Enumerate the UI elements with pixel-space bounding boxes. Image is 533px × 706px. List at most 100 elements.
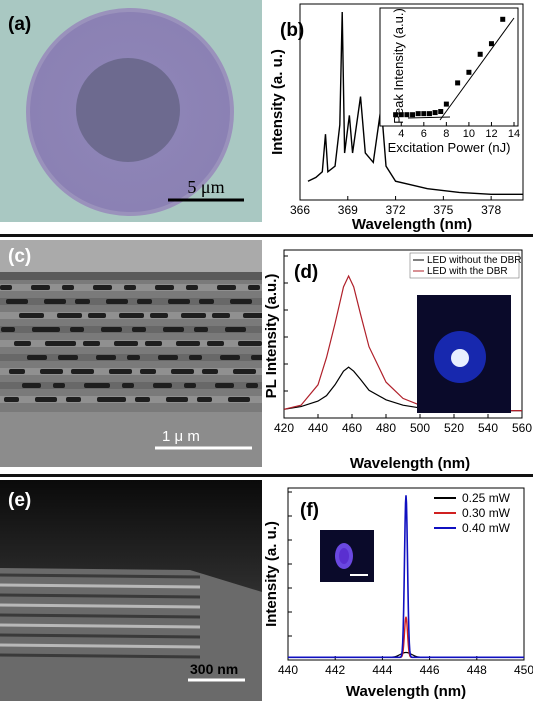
inset-point-b: [500, 16, 506, 22]
sem-c-pore: [124, 285, 136, 290]
sem-c-pore: [194, 327, 208, 332]
sem-c-pore: [31, 285, 50, 290]
sem-c-pore: [14, 341, 31, 346]
f-x-tick-label: 442: [325, 663, 345, 677]
legend-f-item-1: 0.30 mW: [462, 506, 511, 520]
sem-c-pore: [251, 355, 264, 360]
panel-label-a: (a): [8, 14, 31, 35]
panel-a-image: 5 μm (a): [0, 0, 262, 222]
sem-c-pore: [135, 397, 150, 402]
b-inset-tick-label: 10: [463, 128, 475, 140]
sem-c-pore: [158, 355, 178, 360]
b-x-tick-label: 372: [386, 203, 406, 217]
sem-e-layer: [0, 623, 201, 629]
sem-c-pore: [140, 369, 156, 374]
sem-c-pore: [202, 369, 218, 374]
x-ticks-b: 366 369 372 375 378: [290, 196, 501, 217]
sem-c-pore: [176, 341, 200, 346]
sem-c-pore: [122, 383, 134, 388]
sem-e-layer: [0, 653, 201, 659]
sem-e-layer: [0, 613, 201, 619]
microdisk-inner: [76, 58, 180, 162]
sem-c-pore: [230, 299, 252, 304]
sem-c-pore: [58, 355, 71, 360]
sem-c-pore: [4, 397, 19, 402]
sem-c-pore: [88, 313, 106, 318]
sem-c-pore: [243, 313, 268, 318]
sem-c-pore: [119, 313, 144, 318]
x-axis-title-d: Wavelength (nm): [350, 455, 470, 472]
scale-bar-e-label: 300 nm: [190, 661, 238, 677]
sem-c-pore: [212, 313, 230, 318]
panel-label-e: (e): [8, 490, 31, 511]
led-emission-spot: [451, 349, 469, 367]
sem-c-pore: [57, 313, 82, 318]
sem-c-pore: [62, 285, 74, 290]
legend-d: [409, 252, 520, 279]
legend-d-item-0: LED without the DBR: [427, 255, 522, 266]
b-inset-tick-label: 4: [398, 128, 404, 140]
f-x-tick-label: 446: [420, 663, 440, 677]
inset-point-b: [404, 112, 410, 118]
sem-c-pore: [132, 327, 146, 332]
sem-c-pore: [233, 369, 256, 374]
b-inset-tick-label: 6: [421, 128, 427, 140]
inset-point-b: [455, 80, 461, 86]
inset-point-b: [393, 112, 399, 118]
d-x-tick-label: 480: [376, 421, 396, 435]
inset-fit-high: [439, 17, 515, 121]
inset-x-ticks-b: 4 6 8 10 12 14: [398, 122, 520, 140]
sem-c-pore: [150, 313, 168, 318]
inset-point-b: [415, 111, 421, 117]
b-x-tick-label: 369: [338, 203, 358, 217]
chart-d: (d) 420 440 460 480 500 520 540 560 LED without…: [263, 249, 532, 472]
sem-c-pore: [184, 383, 196, 388]
y-axis-title-d: PL Intensity (a.u.): [263, 274, 280, 399]
sem-e-layers: [0, 573, 201, 659]
sem-c-pore: [27, 355, 47, 360]
inset-y-title-b: Peak Intensity (a.u.): [391, 8, 406, 124]
divider-2: [0, 474, 533, 477]
inset-points-b: [393, 16, 506, 118]
inset-point-b: [466, 69, 472, 75]
inset-point-b: [398, 112, 404, 118]
scale-bar-c-label: 1 μ m: [162, 428, 200, 445]
sem-c-pore: [1, 327, 15, 332]
legend-d-item-1: LED with the DBR: [427, 266, 508, 277]
sem-c-pore: [207, 341, 224, 346]
d-x-tick-label: 540: [478, 421, 498, 435]
sem-c-pore: [97, 397, 119, 402]
sem-e-layer: [0, 643, 201, 649]
x-axis-title-f: Wavelength (nm): [346, 683, 466, 700]
sem-c-layer: [0, 326, 262, 333]
panel-label-c: (c): [8, 246, 31, 267]
sem-c-layer: [0, 396, 262, 403]
d-x-tick-label: 500: [410, 421, 430, 435]
sem-c-pore: [248, 285, 260, 290]
sem-c-pore: [40, 369, 63, 374]
panel-c: 1 μ m (c): [0, 240, 268, 467]
sem-c-pore: [225, 327, 246, 332]
f-x-tick-label: 450: [514, 663, 533, 677]
inset-point-b: [477, 51, 483, 57]
sem-e-layer: [0, 573, 201, 579]
sem-porous-layers: [0, 284, 268, 403]
f-x-tick-label: 444: [372, 663, 392, 677]
sem-c-layer: [0, 298, 262, 305]
inset-point-b: [421, 111, 427, 117]
inset-point-b: [438, 109, 444, 115]
y-axis-title-f: Intensity (a. u.): [263, 521, 280, 627]
x-ticks-d: 420 440 460 480 500 520 540 560: [274, 414, 532, 435]
panel-d: (d) 420 440 460 480 500 520 540 560 LED without…: [262, 240, 533, 472]
inset-point-b: [488, 41, 494, 47]
sem-c-pore: [96, 355, 116, 360]
sem-top-layer: [0, 240, 262, 272]
sem-c-pore: [246, 383, 258, 388]
series-b-spectrum: [307, 11, 523, 196]
panel-label-d: (d): [294, 262, 318, 283]
sem-c-pore: [44, 299, 66, 304]
sem-c-pore: [153, 383, 172, 388]
sem-e-layer: [0, 603, 201, 609]
sem-c-pore: [19, 313, 37, 318]
sem-c-pore: [101, 327, 122, 332]
